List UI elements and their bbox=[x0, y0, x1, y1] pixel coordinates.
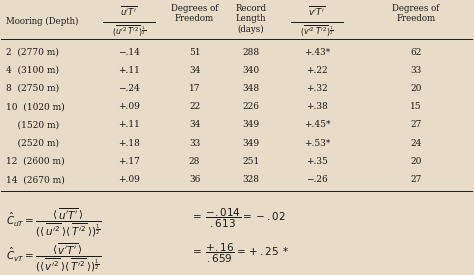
Text: 27: 27 bbox=[410, 175, 422, 184]
Text: 27: 27 bbox=[410, 120, 422, 130]
Text: +.09: +.09 bbox=[118, 102, 139, 111]
Text: 4  (3100 m): 4 (3100 m) bbox=[6, 66, 59, 75]
Text: 288: 288 bbox=[243, 48, 260, 57]
Text: 8  (2750 m): 8 (2750 m) bbox=[6, 84, 59, 93]
Text: (1520 m): (1520 m) bbox=[6, 120, 59, 130]
Text: (2520 m): (2520 m) bbox=[6, 139, 59, 148]
Text: 20: 20 bbox=[410, 157, 422, 166]
Text: 34: 34 bbox=[189, 120, 201, 130]
Text: +.17: +.17 bbox=[118, 157, 139, 166]
Text: $\hat{C}_{uT} = \dfrac{\langle\,\overline{u'T'}\,\rangle}{(\langle\,\overline{u': $\hat{C}_{uT} = \dfrac{\langle\,\overlin… bbox=[6, 207, 102, 239]
Text: 36: 36 bbox=[189, 175, 201, 184]
Text: 24: 24 bbox=[410, 139, 422, 148]
Text: +.11: +.11 bbox=[118, 66, 139, 75]
Text: 251: 251 bbox=[243, 157, 260, 166]
Text: +.09: +.09 bbox=[118, 175, 139, 184]
Text: 2  (2770 m): 2 (2770 m) bbox=[6, 48, 59, 57]
Text: $\hat{C}_{vT} = \dfrac{\langle\,\overline{v'T'}\,\rangle}{(\langle\,\overline{v': $\hat{C}_{vT} = \dfrac{\langle\,\overlin… bbox=[6, 242, 101, 274]
Text: Degrees of
Freedom: Degrees of Freedom bbox=[392, 4, 440, 23]
Text: $(\overline{v'^2}\,\overline{T'^2})^{\frac{1}{2}}$: $(\overline{v'^2}\,\overline{T'^2})^{\fr… bbox=[300, 23, 334, 39]
Text: +.45*: +.45* bbox=[304, 120, 330, 130]
Text: Degrees of
Freedom: Degrees of Freedom bbox=[171, 4, 219, 23]
Text: 17: 17 bbox=[189, 84, 201, 93]
Text: +.38: +.38 bbox=[306, 102, 328, 111]
Text: −.26: −.26 bbox=[306, 175, 328, 184]
Text: 10  (1020 m): 10 (1020 m) bbox=[6, 102, 65, 111]
Text: +.18: +.18 bbox=[118, 139, 139, 148]
Text: 33: 33 bbox=[189, 139, 200, 148]
Text: 62: 62 bbox=[410, 48, 422, 57]
Text: 51: 51 bbox=[189, 48, 201, 57]
Text: −.24: −.24 bbox=[118, 84, 139, 93]
Text: 15: 15 bbox=[410, 102, 422, 111]
Text: 34: 34 bbox=[189, 66, 201, 75]
Text: 20: 20 bbox=[410, 84, 422, 93]
Text: +.22: +.22 bbox=[306, 66, 328, 75]
Text: Mooring (Depth): Mooring (Depth) bbox=[6, 17, 79, 26]
Text: 349: 349 bbox=[243, 139, 260, 148]
Text: $= \; \dfrac{+.16}{.659} = +.25\;*$: $= \; \dfrac{+.16}{.659} = +.25\;*$ bbox=[190, 242, 290, 265]
Text: $(\overline{u'^2}\,\overline{T'^2})^{\frac{1}{2}}$: $(\overline{u'^2}\,\overline{T'^2})^{\fr… bbox=[111, 23, 146, 39]
Text: 348: 348 bbox=[243, 84, 260, 93]
Text: +.43*: +.43* bbox=[304, 48, 330, 57]
Text: 349: 349 bbox=[243, 120, 260, 130]
Text: +.53*: +.53* bbox=[304, 139, 330, 148]
Text: $\overline{v'T'}$: $\overline{v'T'}$ bbox=[309, 4, 326, 18]
Text: Record
Length
(days): Record Length (days) bbox=[236, 4, 267, 34]
Text: $\overline{u'T'}$: $\overline{u'T'}$ bbox=[120, 4, 137, 18]
Text: 328: 328 bbox=[243, 175, 260, 184]
Text: 12  (2600 m): 12 (2600 m) bbox=[6, 157, 65, 166]
Text: 28: 28 bbox=[189, 157, 201, 166]
Text: +.32: +.32 bbox=[306, 84, 328, 93]
Text: 22: 22 bbox=[189, 102, 200, 111]
Text: 14  (2670 m): 14 (2670 m) bbox=[6, 175, 65, 184]
Text: 226: 226 bbox=[243, 102, 260, 111]
Text: 340: 340 bbox=[243, 66, 260, 75]
Text: +.35: +.35 bbox=[306, 157, 328, 166]
Text: 33: 33 bbox=[410, 66, 422, 75]
Text: −.14: −.14 bbox=[118, 48, 139, 57]
Text: +.11: +.11 bbox=[118, 120, 139, 130]
Text: $= \; \dfrac{-.014}{.613} = -.02$: $= \; \dfrac{-.014}{.613} = -.02$ bbox=[190, 207, 285, 230]
